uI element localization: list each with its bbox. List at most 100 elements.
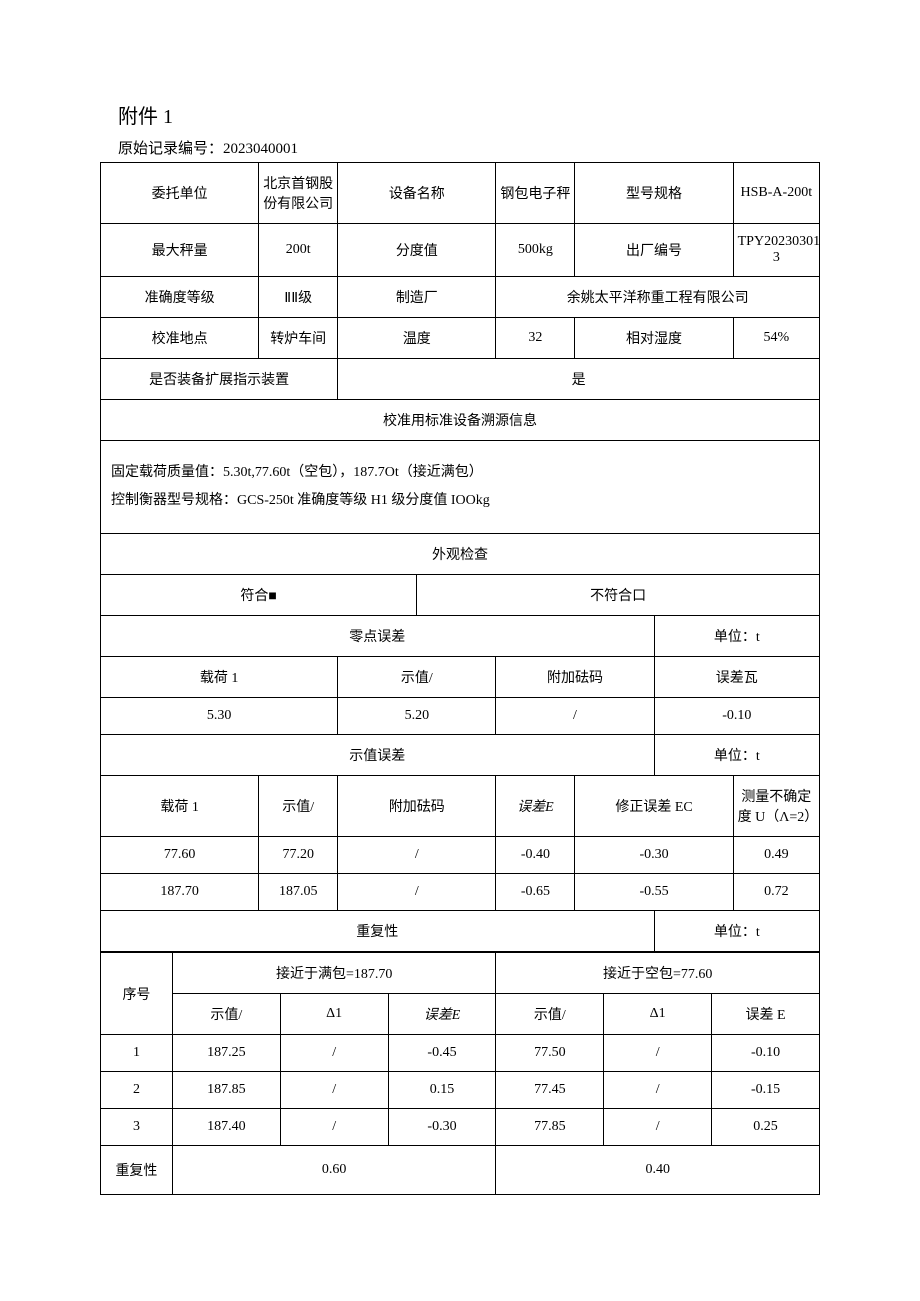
rep-seq-label: 序号 bbox=[101, 953, 173, 1035]
trace-content: 固定载荷质量值：5.30t,77.60t（空包），187.7Ot（接近满包） 控… bbox=[101, 441, 820, 534]
rep-sub-row: 示值/ Δ1 误差E 示值/ Δ1 误差 E bbox=[101, 994, 820, 1035]
rep-r1c2: / bbox=[280, 1035, 388, 1072]
label-accuracy: 准确度等级 bbox=[101, 277, 259, 318]
rep-r2c6: -0.15 bbox=[712, 1072, 820, 1109]
ind-error-header-row: 示值误差 单位：t bbox=[101, 735, 820, 776]
rep-r1c4: 77.50 bbox=[496, 1035, 604, 1072]
ind-r1c1: 77.60 bbox=[101, 837, 259, 874]
rep-r3c6: 0.25 bbox=[712, 1109, 820, 1146]
rep-row-2: 2 187.85 / 0.15 77.45 / -0.15 bbox=[101, 1072, 820, 1109]
ind-r2c5: -0.55 bbox=[575, 874, 733, 911]
zero-error-unit: 单位：t bbox=[654, 616, 819, 657]
value-manufacturer: 余姚太平洋称重工程有限公司 bbox=[496, 277, 820, 318]
ind-r1c2: 77.20 bbox=[259, 837, 338, 874]
rep-row-1: 1 187.25 / -0.45 77.50 / -0.10 bbox=[101, 1035, 820, 1072]
ind-h1: 载荷 1 bbox=[101, 776, 259, 837]
zero-c3: / bbox=[496, 698, 654, 735]
trace-line-2: 控制衡器型号规格：GCS-250t 准确度等级 H1 级分度值 IOOkg bbox=[111, 487, 809, 515]
zero-h1: 载荷 1 bbox=[101, 657, 338, 698]
value-maxcap: 200t bbox=[259, 224, 338, 277]
value-temp: 32 bbox=[496, 318, 575, 359]
value-serial: TPY20230301 3 bbox=[733, 224, 819, 277]
rep-sh5: Δ1 bbox=[604, 994, 712, 1035]
rep-sum-label: 重复性 bbox=[101, 1146, 173, 1195]
rep-r3c5: / bbox=[604, 1109, 712, 1146]
label-device: 设备名称 bbox=[338, 163, 496, 224]
zero-error-header-row: 零点误差 单位：t bbox=[101, 616, 820, 657]
zero-error-cols: 载荷 1 示值/ 附加砝码 误差瓦 bbox=[101, 657, 820, 698]
record-number: 原始记录编号：2023040001 bbox=[118, 137, 820, 158]
zero-h4: 误差瓦 bbox=[654, 657, 819, 698]
value-division: 500kg bbox=[496, 224, 575, 277]
rep-sh3: 误差E bbox=[388, 994, 496, 1035]
zero-c2: 5.20 bbox=[338, 698, 496, 735]
record-label: 原始记录编号： bbox=[118, 141, 223, 157]
trace-header: 校准用标准设备溯源信息 bbox=[101, 400, 820, 441]
repeatability-table: 序号 接近于满包=187.70 接近于空包=77.60 示值/ Δ1 误差E 示… bbox=[100, 952, 820, 1195]
rep-r2c3: 0.15 bbox=[388, 1072, 496, 1109]
appearance-values-row: 符合■ 不符合口 bbox=[101, 575, 820, 616]
rep-r1c3: -0.45 bbox=[388, 1035, 496, 1072]
trace-line-1: 固定载荷质量值：5.30t,77.60t（空包），187.7Ot（接近满包） bbox=[111, 459, 809, 487]
ind-h4: 误差E bbox=[496, 776, 575, 837]
label-client: 委托单位 bbox=[101, 163, 259, 224]
trace-content-row: 固定载荷质量值：5.30t,77.60t（空包），187.7Ot（接近满包） 控… bbox=[101, 441, 820, 534]
record-no-value: 2023040001 bbox=[223, 141, 298, 157]
ind-error-cols: 载荷 1 示值/ 附加砝码 误差E 修正误差 EC 测量不确定度 U（Λ=2） bbox=[101, 776, 820, 837]
rep-r2c1: 187.85 bbox=[172, 1072, 280, 1109]
zero-c1: 5.30 bbox=[101, 698, 338, 735]
label-serial: 出厂编号 bbox=[575, 224, 733, 277]
rep-sh6: 误差 E bbox=[712, 994, 820, 1035]
rep-r1c5: / bbox=[604, 1035, 712, 1072]
ind-h3: 附加砝码 bbox=[338, 776, 496, 837]
rep-r1c1: 187.25 bbox=[172, 1035, 280, 1072]
ind-error-title: 示值误差 bbox=[101, 735, 655, 776]
label-manufacturer: 制造厂 bbox=[338, 277, 496, 318]
rep-r2c4: 77.45 bbox=[496, 1072, 604, 1109]
rep-summary-row: 重复性 0.60 0.40 bbox=[101, 1146, 820, 1195]
ind-r2c6: 0.72 bbox=[733, 874, 819, 911]
label-maxcap: 最大秤量 bbox=[101, 224, 259, 277]
appearance-conform: 符合■ bbox=[101, 575, 417, 616]
rep-group2: 接近于空包=77.60 bbox=[496, 953, 820, 994]
trace-header-row: 校准用标准设备溯源信息 bbox=[101, 400, 820, 441]
label-humidity: 相对湿度 bbox=[575, 318, 733, 359]
info-row-3: 准确度等级 ⅡⅡ级 制造厂 余姚太平洋称重工程有限公司 bbox=[101, 277, 820, 318]
rep-sum-v1: 0.60 bbox=[172, 1146, 496, 1195]
rep-sh1: 示值/ bbox=[172, 994, 280, 1035]
label-extended: 是否装备扩展指示装置 bbox=[101, 359, 338, 400]
rep-r3c3: -0.30 bbox=[388, 1109, 496, 1146]
label-model: 型号规格 bbox=[575, 163, 733, 224]
value-accuracy: ⅡⅡ级 bbox=[259, 277, 338, 318]
label-temp: 温度 bbox=[338, 318, 496, 359]
label-location: 校准地点 bbox=[101, 318, 259, 359]
ind-h2: 示值/ bbox=[259, 776, 338, 837]
info-row-2: 最大秤量 200t 分度值 500kg 出厂编号 TPY20230301 3 bbox=[101, 224, 820, 277]
value-model: HSB-A-200t bbox=[733, 163, 819, 224]
info-row-4: 校准地点 转炉车间 温度 32 相对湿度 54% bbox=[101, 318, 820, 359]
zero-error-title: 零点误差 bbox=[101, 616, 655, 657]
ind-r2c3: / bbox=[338, 874, 496, 911]
ind-error-unit: 单位：t bbox=[654, 735, 819, 776]
rep-r2c5: / bbox=[604, 1072, 712, 1109]
rep-r3c1: 187.40 bbox=[172, 1109, 280, 1146]
ind-r1c6: 0.49 bbox=[733, 837, 819, 874]
value-location: 转炉车间 bbox=[259, 318, 338, 359]
info-row-1: 委托单位 北京首钢股份有限公司 设备名称 钢包电子秤 型号规格 HSB-A-20… bbox=[101, 163, 820, 224]
rep-sum-v2: 0.40 bbox=[496, 1146, 820, 1195]
rep-r3c4: 77.85 bbox=[496, 1109, 604, 1146]
label-division: 分度值 bbox=[338, 224, 496, 277]
ind-h6: 测量不确定度 U（Λ=2） bbox=[733, 776, 819, 837]
rep-header-row: 重复性 单位：t bbox=[101, 911, 820, 952]
ind-r1c3: / bbox=[338, 837, 496, 874]
value-extended: 是 bbox=[338, 359, 820, 400]
info-row-5: 是否装备扩展指示装置 是 bbox=[101, 359, 820, 400]
rep-r2c2: / bbox=[280, 1072, 388, 1109]
rep-r1n: 1 bbox=[101, 1035, 173, 1072]
rep-sh2: Δ1 bbox=[280, 994, 388, 1035]
rep-r3n: 3 bbox=[101, 1109, 173, 1146]
rep-sh4: 示值/ bbox=[496, 994, 604, 1035]
ind-r2c4: -0.65 bbox=[496, 874, 575, 911]
ind-error-row-1: 77.60 77.20 / -0.40 -0.30 0.49 bbox=[101, 837, 820, 874]
zero-h2: 示值/ bbox=[338, 657, 496, 698]
